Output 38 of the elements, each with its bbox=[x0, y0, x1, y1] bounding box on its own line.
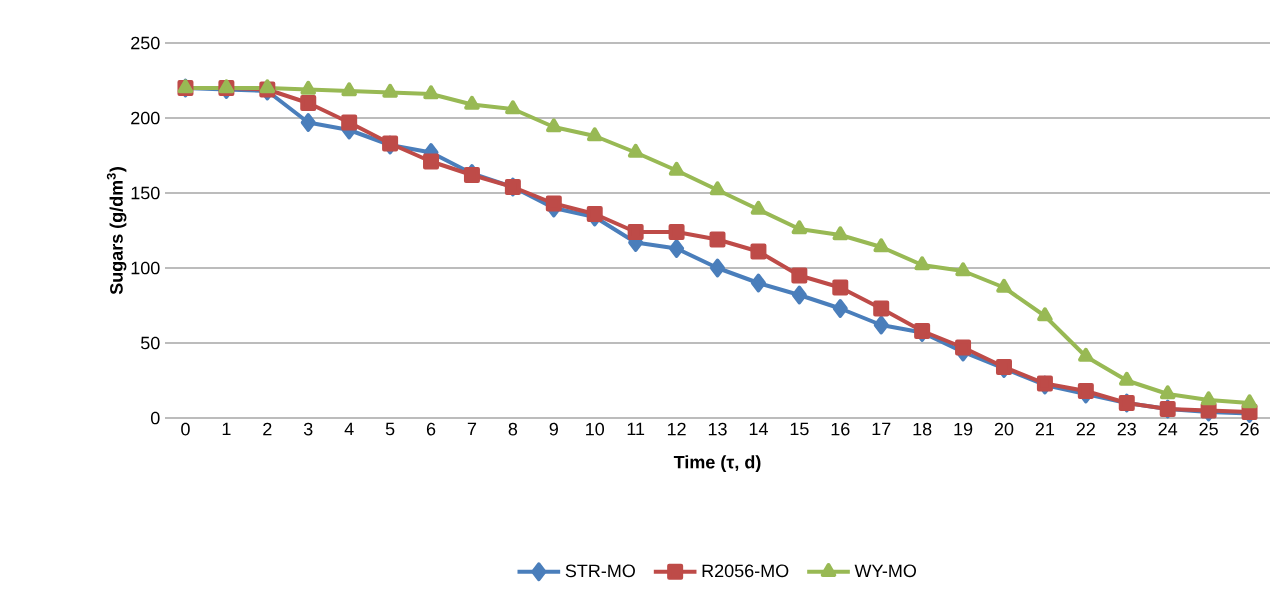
x-tick-label: 2 bbox=[263, 422, 272, 436]
x-tick-label: 5 bbox=[385, 422, 395, 436]
x-tick-label: 23 bbox=[1117, 422, 1136, 436]
y-tick-label: 150 bbox=[131, 186, 160, 200]
y-tick-label: 100 bbox=[131, 261, 160, 275]
x-axis-title: Time (τ, d) bbox=[673, 455, 761, 473]
x-tick-label: 14 bbox=[749, 422, 768, 436]
x-tick-label: 9 bbox=[549, 422, 558, 436]
x-tick-label: 10 bbox=[586, 422, 605, 436]
legend-label: STR-MO bbox=[565, 564, 635, 578]
x-tick-label: 25 bbox=[1199, 422, 1218, 436]
x-tick-label: 22 bbox=[1076, 422, 1095, 436]
x-tick-label: 20 bbox=[994, 422, 1014, 436]
x-tick-label: 16 bbox=[831, 422, 850, 436]
x-tick-label: 21 bbox=[1035, 422, 1055, 436]
x-tick-label: 1 bbox=[222, 422, 231, 436]
legend-label: R2056-MO bbox=[702, 564, 789, 578]
x-tick-label: 24 bbox=[1158, 422, 1178, 436]
x-tick-label: 13 bbox=[708, 422, 727, 436]
x-tick-label: 26 bbox=[1240, 422, 1259, 436]
x-tick-label: 19 bbox=[954, 422, 973, 436]
y-tick-label: 200 bbox=[131, 111, 160, 125]
y-tick-label: 0 bbox=[150, 411, 160, 425]
y-tick-label: 250 bbox=[131, 36, 160, 50]
x-tick-label: 4 bbox=[344, 422, 354, 436]
x-tick-label: 12 bbox=[667, 422, 686, 436]
y-axis-title: Sugars (g/dm$^{3}$) bbox=[106, 167, 127, 295]
y-tick-label: 50 bbox=[140, 336, 160, 350]
x-tick-label: 6 bbox=[426, 422, 436, 436]
x-tick-label: 7 bbox=[467, 422, 477, 436]
x-tick-label: 11 bbox=[627, 422, 645, 436]
x-tick-label: 18 bbox=[913, 422, 932, 436]
x-tick-label: 17 bbox=[872, 422, 891, 436]
x-tick-label: 15 bbox=[790, 422, 809, 436]
x-tick-label: 8 bbox=[508, 422, 518, 436]
x-tick-label: 0 bbox=[181, 422, 190, 436]
legend-label: WY-MO bbox=[854, 564, 917, 578]
x-tick-label: 3 bbox=[303, 422, 313, 436]
